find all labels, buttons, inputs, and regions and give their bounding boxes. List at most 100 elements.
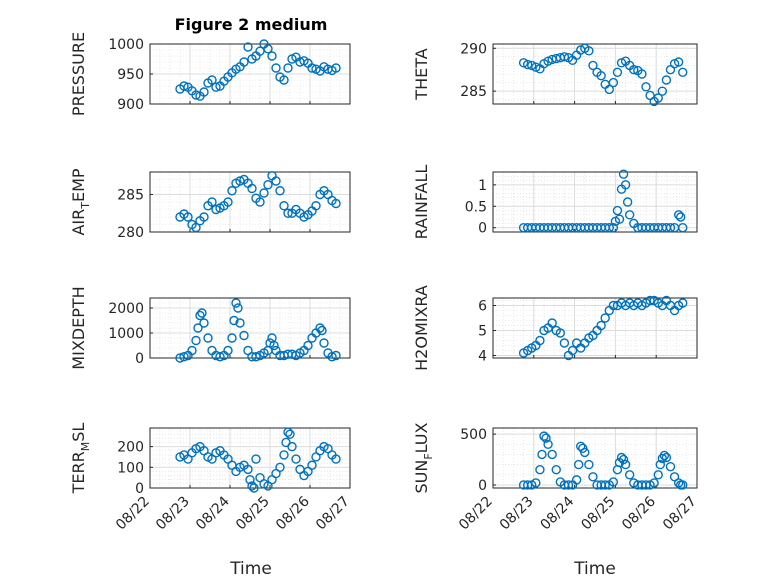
data-point xyxy=(269,340,279,351)
y-axis-label: H2OMIXRA xyxy=(412,285,431,371)
data-point xyxy=(315,323,325,333)
panel-theta: 285 290 THETA xyxy=(412,41,698,107)
data-point xyxy=(283,63,293,73)
data-point xyxy=(191,335,201,346)
data-point xyxy=(588,472,598,482)
x-tick-label: 08/25 xyxy=(233,494,273,534)
data-point xyxy=(541,433,551,443)
y-axis-label: PRESSURE xyxy=(69,32,88,116)
y-axis-label: THETA xyxy=(412,48,431,100)
data-point xyxy=(271,176,281,186)
data-point xyxy=(547,449,557,460)
data-point xyxy=(641,82,651,92)
x-tick-label: 08/25 xyxy=(578,494,618,534)
data-point xyxy=(199,87,209,97)
y-axis-label: TERRMSL xyxy=(69,423,92,495)
panel-mixdepth: 0 1000 2000 MIXDEPTH xyxy=(69,286,351,370)
data-point xyxy=(233,303,243,313)
data-point xyxy=(612,205,623,216)
y-axis-label: SUNFLUX xyxy=(412,422,435,493)
data-point xyxy=(191,90,201,100)
data-point xyxy=(618,454,629,465)
data-point xyxy=(547,318,557,328)
x-tick-label: 08/23 xyxy=(497,494,537,534)
figure-title: Figure 2 medium xyxy=(175,15,328,34)
data-point xyxy=(207,75,217,85)
data-point xyxy=(227,186,237,196)
data-point xyxy=(637,69,647,79)
data-point xyxy=(678,67,688,77)
y-axis-label: MIXDEPTH xyxy=(69,286,88,369)
data-point xyxy=(247,481,257,491)
data-point xyxy=(287,441,297,452)
axes-box xyxy=(492,297,698,359)
data-point xyxy=(243,464,253,475)
data-point xyxy=(567,345,578,356)
data-point xyxy=(604,84,614,95)
data-point xyxy=(307,63,317,73)
data-point xyxy=(551,464,561,475)
data-point xyxy=(267,51,277,61)
data-point xyxy=(275,186,285,196)
data-point xyxy=(584,459,594,470)
data-point xyxy=(199,318,209,328)
data-point xyxy=(657,86,668,96)
data-point xyxy=(211,204,221,215)
data-point xyxy=(239,57,249,67)
data-point xyxy=(622,197,633,207)
axes-box xyxy=(149,171,351,233)
x-axis-label-right: Time xyxy=(573,559,616,579)
data-point xyxy=(331,198,341,209)
data-point xyxy=(275,462,285,473)
data-point xyxy=(539,431,549,441)
data-point xyxy=(283,208,293,218)
data-point xyxy=(543,439,553,449)
data-point xyxy=(255,197,265,207)
data-point xyxy=(596,320,606,331)
axes-box xyxy=(149,297,351,359)
y-tick-label: 2000 xyxy=(108,301,144,317)
data-point xyxy=(678,223,688,233)
data-point xyxy=(608,223,619,233)
data-point xyxy=(319,338,329,348)
y-tick-label: 5 xyxy=(478,324,487,340)
x-tick-label: 08/24 xyxy=(538,493,578,533)
y-tick-label: 900 xyxy=(117,97,144,113)
data-point xyxy=(665,461,676,472)
data-point xyxy=(215,352,225,362)
y-tick-label: 950 xyxy=(117,67,144,83)
data-point xyxy=(655,459,665,470)
data-point xyxy=(673,57,684,67)
y-tick-label: 280 xyxy=(117,225,144,241)
axes-box xyxy=(492,43,698,105)
data-point xyxy=(645,295,655,306)
data-point xyxy=(227,333,237,343)
y-tick-label: 285 xyxy=(460,84,487,100)
data-point xyxy=(661,75,672,85)
panel-pressure: 900 950 1000 PRESSURE xyxy=(69,32,351,116)
y-tick-label: 1 xyxy=(478,178,487,194)
panel-h2omixra: 4 5 6 H2OMIXRA xyxy=(412,285,698,371)
y-axis-label: RAINFALL xyxy=(412,165,431,240)
data-point xyxy=(629,65,639,75)
data-point xyxy=(283,427,293,437)
data-point xyxy=(291,454,301,464)
data-point xyxy=(531,478,541,488)
data-point xyxy=(223,345,233,356)
data-point xyxy=(649,478,659,488)
x-tick-label: 08/26 xyxy=(619,493,659,533)
data-point xyxy=(571,475,582,485)
data-point xyxy=(659,450,670,461)
data-point xyxy=(279,450,289,460)
data-point xyxy=(600,313,610,323)
data-point xyxy=(229,315,239,326)
data-point xyxy=(624,210,635,220)
data-point xyxy=(331,454,341,464)
y-tick-label: 6 xyxy=(478,299,487,315)
panel-terr-msl: 0 100 200 08/22 08/23 08/24 08/25 08/26 08/27 TER… xyxy=(69,423,353,534)
data-point xyxy=(285,429,295,439)
data-point xyxy=(331,63,341,73)
data-point xyxy=(191,222,201,233)
data-point xyxy=(618,169,629,179)
x-tick-label: 08/24 xyxy=(193,493,233,533)
